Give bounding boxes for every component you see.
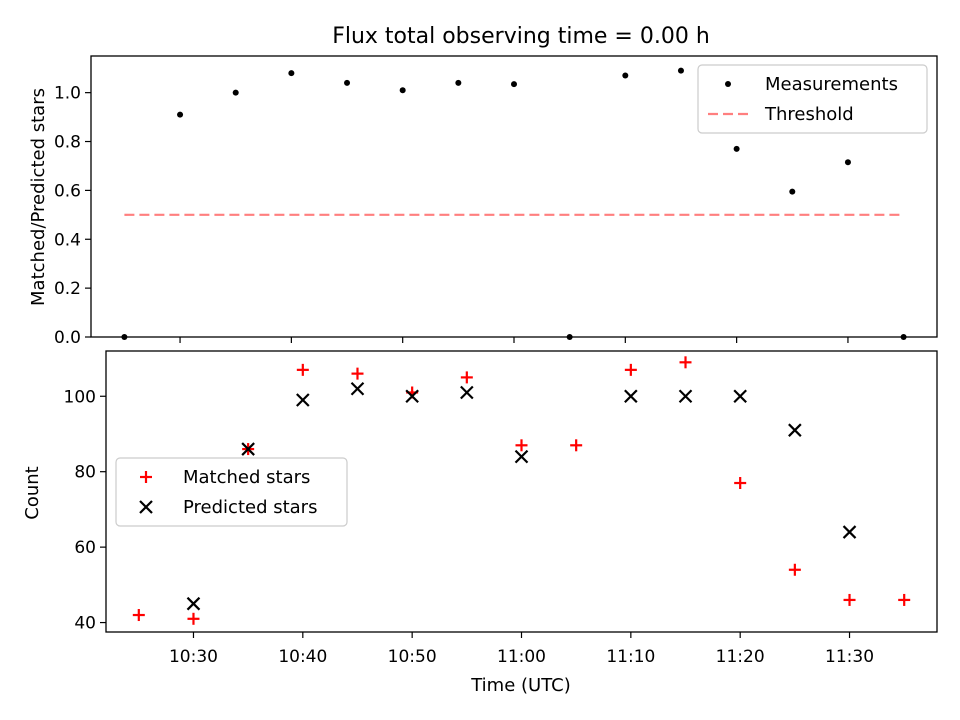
top-legend-entry-0: Measurements: [725, 74, 898, 95]
bottom-series-predicted-stars-point-5-b: [460, 385, 474, 400]
bottom-series-matched-stars-point-0: [132, 609, 145, 622]
bottom-legend-entry-1-label: Predicted stars: [183, 497, 317, 518]
bottom-series-matched-stars-point-14: [898, 593, 911, 606]
bottom-series-matched-stars: [132, 356, 911, 625]
x-tick-label-3: 11:00: [497, 647, 546, 667]
bottom-series-predicted-stars-point-11-b: [842, 525, 857, 539]
top-series-measurements-point-6: [455, 79, 462, 86]
x-tick-label-0: 10:30: [169, 647, 218, 667]
bottom-y-tick-label-2: 80: [74, 463, 96, 483]
bottom-y-axis-label: Count: [22, 466, 43, 519]
bottom-y-tick-label-1: 60: [74, 538, 96, 558]
top-legend-entry-0-label: Measurements: [765, 74, 898, 95]
bottom-legend-entry-0-label: Matched stars: [183, 467, 310, 488]
top-y-tick-label-5: 1.0: [54, 84, 81, 104]
top-y-axis-label: Matched/Predicted stars: [28, 88, 49, 306]
bottom-legend-box: [115, 457, 348, 527]
bottom-series-predicted-stars-point-7-b: [624, 389, 638, 404]
bottom-axes-frame: [105, 350, 938, 633]
x-tick-label-6: 11:30: [825, 647, 874, 667]
bottom-series-matched-stars-point-6: [460, 371, 473, 384]
top-series-measurements-point-7: [511, 81, 517, 88]
x-tick-label-5: 11:20: [716, 647, 765, 667]
bottom-legend: Matched stars Predicted stars: [115, 457, 348, 527]
top-series-measurements-point-11: [733, 145, 740, 152]
bottom-series-matched-stars-point-4: [351, 367, 364, 380]
bottom-series-matched-stars-point-9: [624, 363, 637, 376]
bottom-series-predicted-stars-point-2-b: [296, 393, 310, 407]
bottom-legend-entry-1-swatch: [139, 500, 153, 514]
top-y-tick-label-0: 0.0: [54, 328, 81, 348]
bottom-series-matched-stars-point-13: [843, 593, 856, 606]
x-tick-label-4: 11:10: [606, 647, 655, 667]
bottom-chart: 40 60 80 100 10:30 10:40 10:50 11:00 11:10 11:20 1…: [64, 350, 938, 667]
top-series-measurements-point-9: [622, 72, 629, 79]
bottom-series-predicted-stars-point-9-b: [733, 389, 747, 404]
bottom-series-predicted-stars-point-4-b: [405, 389, 419, 404]
bottom-series-matched-stars-point-10: [679, 356, 692, 369]
bottom-series-predicted-stars-point-7: [624, 389, 638, 404]
top-series-measurements-point-5: [399, 87, 406, 94]
top-chart-title: Flux total observing time = 0.00 h: [332, 24, 710, 49]
bottom-series-predicted-stars-point-5: [460, 385, 474, 400]
bottom-series-matched-stars-point-12: [788, 563, 801, 576]
top-series-measurements-point-1: [177, 111, 184, 118]
bottom-series-predicted-stars-point-10-b: [788, 423, 802, 437]
top-y-tick-label-1: 0.2: [54, 279, 81, 299]
bottom-series-predicted-stars-point-9: [733, 389, 747, 404]
top-series-measurements: [121, 67, 907, 340]
bottom-series-predicted-stars-point-10: [788, 423, 802, 437]
bottom-series-predicted-stars-point-3-b: [350, 381, 365, 396]
x-tick-label-1: 10:40: [278, 647, 327, 667]
bottom-series-predicted-stars-point-8: [678, 389, 693, 404]
bottom-series-matched-stars-point-11: [734, 477, 747, 490]
bottom-series-matched-stars-point-1: [187, 612, 200, 625]
top-legend-entry-1-label: Threshold: [764, 104, 854, 125]
bottom-legend-entry-1: Predicted stars: [139, 497, 317, 518]
bottom-series-predicted-stars-point-0: [186, 596, 201, 611]
bottom-series-predicted-stars-point-1: [241, 442, 255, 456]
top-series-measurements-point-10: [677, 67, 684, 74]
top-series-measurements-point-3: [288, 70, 295, 77]
bottom-series-predicted-stars-point-1-b: [241, 442, 255, 456]
top-chart: 0.0 0.2 0.4 0.6 0.8 1.0: [54, 55, 938, 348]
bottom-series-predicted-stars-point-6-b: [514, 449, 529, 464]
bottom-y-tick-label-0: 40: [74, 614, 96, 634]
bottom-legend-entry-0-swatch: [140, 471, 152, 483]
bottom-series-predicted-stars: [186, 381, 857, 611]
bottom-legend-entry-1-swatch-b: [139, 500, 153, 514]
bottom-series-matched-stars-point-8: [570, 439, 583, 452]
top-legend-entry-0-swatch: [725, 81, 731, 87]
bottom-series-predicted-stars-point-6: [514, 449, 529, 464]
bottom-series-predicted-stars-point-2: [296, 393, 310, 407]
top-y-tick-label-4: 0.8: [54, 133, 81, 153]
bottom-series-predicted-stars-point-3: [350, 381, 365, 396]
top-series-measurements-point-13: [844, 159, 851, 166]
top-legend-entry-1: Threshold: [708, 104, 854, 125]
bottom-series-matched-stars-point-7: [515, 439, 528, 452]
bottom-y-tick-label-3: 100: [64, 387, 96, 407]
top-legend-box: [697, 64, 928, 134]
bottom-series-matched-stars-point-3: [296, 363, 309, 376]
bottom-series-predicted-stars-point-0-b: [186, 596, 201, 611]
x-axis-label: Time (UTC): [470, 675, 571, 696]
bottom-series-predicted-stars-point-4: [405, 389, 419, 404]
top-series-measurements-point-12: [789, 188, 796, 195]
top-axes-frame: [90, 55, 938, 338]
top-series-measurements-point-2: [232, 89, 239, 96]
top-y-tick-label-3: 0.6: [54, 181, 81, 201]
bottom-series-predicted-stars-point-8-b: [678, 389, 693, 404]
top-legend: Measurements Threshold: [697, 64, 928, 134]
bottom-series-predicted-stars-point-11: [842, 525, 857, 539]
x-tick-label-2: 10:50: [388, 647, 437, 667]
top-y-tick-label-2: 0.4: [54, 230, 81, 250]
top-series-measurements-point-4: [344, 79, 351, 86]
bottom-legend-entry-0: Matched stars: [140, 467, 310, 488]
